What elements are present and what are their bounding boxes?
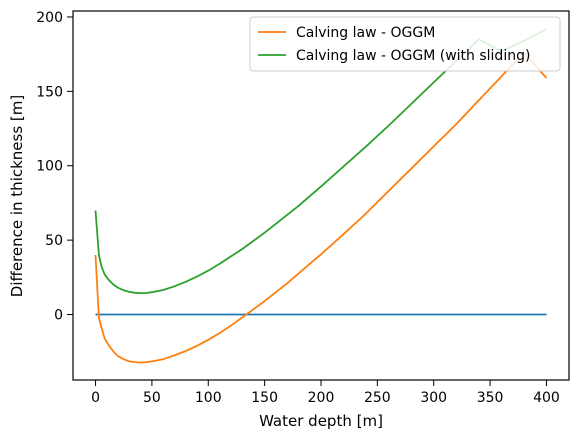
y-tick-label: 200: [36, 10, 63, 26]
series-line-2: [94, 28, 547, 295]
x-tick-label: 150: [251, 390, 278, 406]
legend-entry-label: Calving law - OGGM: [296, 25, 435, 41]
plot-lines: [94, 28, 548, 364]
y-tick-label: 150: [36, 84, 63, 100]
x-axis-label: Water depth [m]: [259, 412, 383, 430]
x-tick-label: 50: [143, 390, 161, 406]
x-tick-label: 400: [533, 390, 560, 406]
x-tick-label: 0: [91, 390, 100, 406]
x-tick-label: 200: [308, 390, 335, 406]
series-line-1: [94, 51, 548, 364]
x-tick-label: 350: [477, 390, 504, 406]
x-tick-label: 100: [195, 390, 222, 406]
y-tick-label: 50: [45, 233, 63, 249]
x-tick-label: 250: [364, 390, 391, 406]
y-tick-label: 0: [54, 308, 63, 324]
legend-entry-label: Calving law - OGGM (with sliding): [296, 48, 530, 64]
legend: Calving law - OGGM Calving law - OGGM (wi…: [249, 16, 561, 72]
x-tick-label: 300: [420, 390, 447, 406]
y-tick-label: 100: [36, 159, 63, 175]
legend-box: [249, 16, 561, 72]
y-axis-label: Difference in thickness [m]: [8, 95, 26, 297]
y-axis-ticks: 0 50 100 150 200: [36, 10, 73, 324]
x-axis-ticks: 0 50 100 150 200 250 300 350 400: [91, 380, 560, 406]
